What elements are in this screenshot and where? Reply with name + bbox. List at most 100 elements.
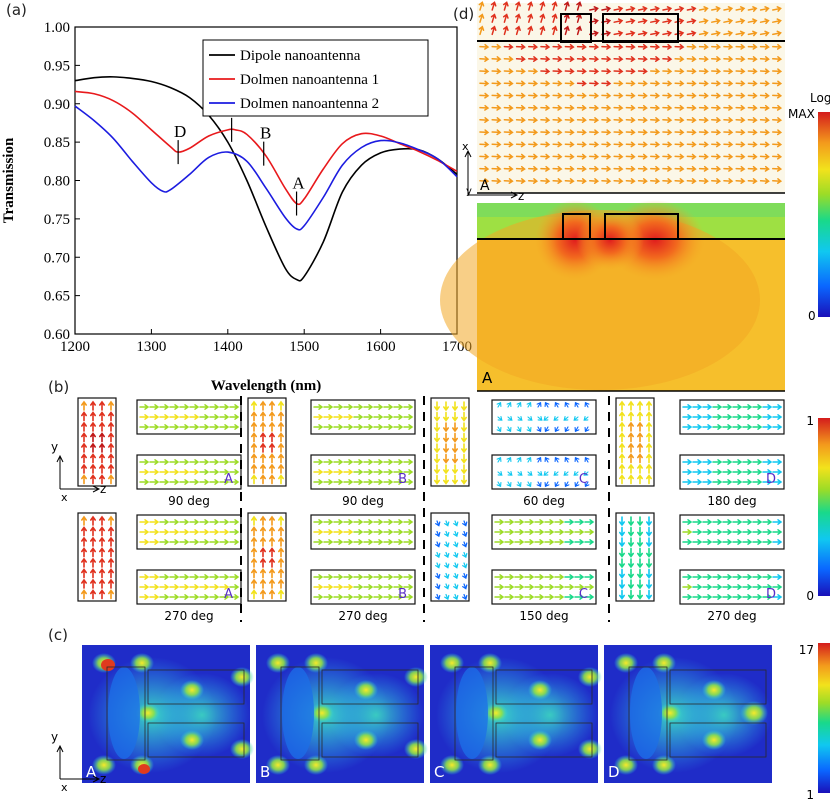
field-arrow: [702, 469, 713, 475]
field-arrow: [251, 557, 257, 568]
field-arrow: [333, 594, 344, 600]
field-arrow: [619, 421, 625, 432]
field-arrow: [682, 424, 693, 430]
field-arrow: [443, 422, 449, 433]
field-arrow: [772, 18, 782, 25]
field-arrow: [393, 519, 404, 525]
field-arrow: [742, 479, 753, 485]
field-arrow: [278, 515, 284, 526]
field-arrow: [189, 424, 200, 430]
map-letter: A: [482, 369, 493, 387]
field-arrow: [637, 516, 643, 527]
field-arrow: [772, 574, 783, 580]
field-arrow: [646, 537, 652, 548]
field-arrow: [772, 153, 783, 160]
field-arrow: [189, 404, 200, 410]
hot-spot: [354, 730, 378, 750]
field-arrow: [747, 104, 758, 111]
field-arrow: [363, 584, 374, 590]
field-arrow: [554, 539, 565, 545]
field-arrow: [554, 529, 565, 535]
field-arrow: [637, 80, 648, 87]
hot-spot: [528, 730, 552, 750]
field-arrow: [149, 529, 160, 535]
field-arrow: [723, 68, 734, 75]
field-arrow: [722, 414, 733, 420]
field-arrow: [343, 584, 354, 590]
field-arrow: [747, 178, 758, 184]
angle-label: 180 deg: [707, 494, 756, 508]
field-arrow: [99, 432, 105, 443]
field-arrow: [260, 515, 266, 526]
field-arrow: [453, 530, 459, 538]
field-arrow: [686, 68, 697, 75]
field-arrow: [251, 526, 257, 537]
field-arrow: [209, 594, 220, 600]
field-arrow: [260, 463, 266, 474]
field-arrow: [544, 594, 555, 600]
field-arrow: [625, 80, 636, 87]
field-arrow: [333, 414, 344, 420]
field-arrow: [229, 414, 240, 420]
field-arrow: [373, 539, 384, 545]
field-arrow: [479, 104, 490, 111]
field-arrow: [139, 539, 150, 545]
field-arrow: [108, 568, 114, 579]
field-arrow: [149, 459, 160, 465]
field-arrow: [516, 401, 522, 408]
field-arrow: [564, 178, 575, 184]
field-arrow: [515, 43, 526, 50]
field-arrow: [353, 469, 364, 475]
field-arrow: [722, 424, 733, 430]
hot-spot: [266, 653, 290, 673]
field-arrow: [453, 583, 459, 590]
field-arrow: [711, 43, 722, 50]
field-arrow: [179, 469, 190, 475]
field-arrow: [650, 117, 661, 123]
field-arrow: [209, 404, 220, 410]
field-arrow: [81, 474, 87, 485]
field-arrow: [646, 474, 652, 485]
field-arrow: [81, 463, 87, 474]
field-arrow: [149, 584, 160, 590]
field-arrow: [251, 411, 257, 422]
field-arrow: [601, 141, 612, 148]
field-arrow: [452, 422, 458, 433]
field-arrow: [515, 117, 526, 123]
field-arrow: [393, 574, 404, 580]
field-arrow: [702, 404, 713, 410]
field-arrow: [278, 400, 284, 411]
field-arrow: [551, 25, 558, 36]
field-arrow: [199, 519, 210, 525]
hot-spot: [528, 680, 552, 700]
field-arrow: [662, 129, 673, 136]
series-line-3: [74, 105, 458, 231]
field-arrow: [723, 117, 734, 123]
field-arrow: [353, 539, 364, 545]
field-arrow: [576, 104, 587, 111]
field-arrow: [81, 515, 87, 526]
field-arrow: [528, 117, 539, 123]
hot-spot: [404, 667, 428, 687]
field-arrow: [619, 432, 625, 443]
field-arrow: [554, 584, 565, 590]
field-arrow: [403, 519, 414, 525]
field-arrow: [702, 594, 713, 600]
field-arrow: [333, 479, 344, 485]
field-arrow: [650, 141, 661, 148]
hot-spot: [652, 653, 676, 673]
hot-spot: [614, 653, 638, 673]
field-arrow: [159, 519, 170, 525]
field-arrow: [343, 574, 354, 580]
field-arrow: [179, 414, 190, 420]
field-arrow: [149, 404, 160, 410]
field-arrow: [502, 1, 509, 11]
field-arrow: [179, 479, 190, 485]
field-arrow: [99, 421, 105, 432]
field-arrow: [619, 568, 625, 579]
field-arrow: [537, 471, 543, 476]
field-arrow: [613, 6, 624, 12]
colorbar: [818, 112, 830, 317]
glow-blob: [502, 673, 598, 757]
field-arrow: [762, 529, 773, 535]
